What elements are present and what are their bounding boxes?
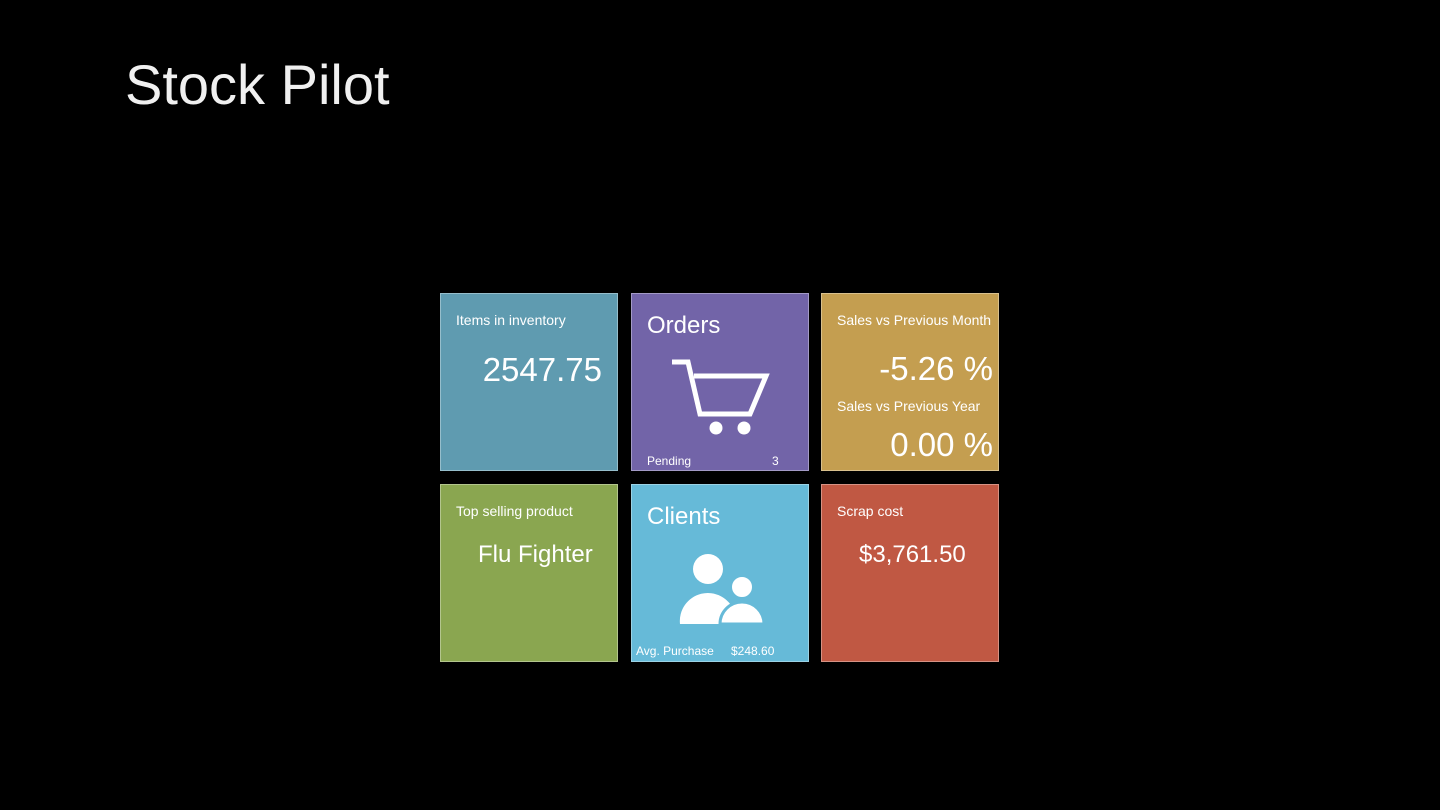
app-title: Stock Pilot [125,53,390,116]
top-product-value: Flu Fighter [478,541,593,568]
scrap-label: Scrap cost [837,503,904,519]
people-icon [679,554,766,625]
avg-purchase-value: $248.60 [731,644,775,658]
sales-month-value: -5.26 % [879,350,993,387]
sales-year-label: Sales vs Previous Year [837,398,981,414]
tile-top-product[interactable]: Top selling product Flu Fighter [440,484,618,662]
tile-inventory[interactable]: Items in inventory 2547.75 [440,293,618,471]
tile-scrap[interactable]: Scrap cost $3,761.50 [821,484,999,662]
tile-clients[interactable]: Clients Avg. Purchase $248.60 [631,484,809,662]
pending-label: Pending [647,454,692,468]
scrap-value: $3,761.50 [859,541,966,568]
orders-title: Orders [647,312,721,339]
avg-purchase-label: Avg. Purchase [636,644,714,658]
shopping-cart-icon [672,359,770,435]
inventory-value: 2547.75 [482,351,602,388]
pending-count: 3 [772,454,779,468]
sales-year-value: 0.00 % [890,426,993,463]
sales-month-label: Sales vs Previous Month [837,312,992,328]
clients-title: Clients [647,503,721,530]
inventory-label: Items in inventory [456,312,566,328]
tile-sales[interactable]: Sales vs Previous Month -5.26 % Sales vs… [821,293,999,471]
tile-orders[interactable]: Orders Pending 3 [631,293,809,471]
top-product-label: Top selling product [456,503,573,519]
